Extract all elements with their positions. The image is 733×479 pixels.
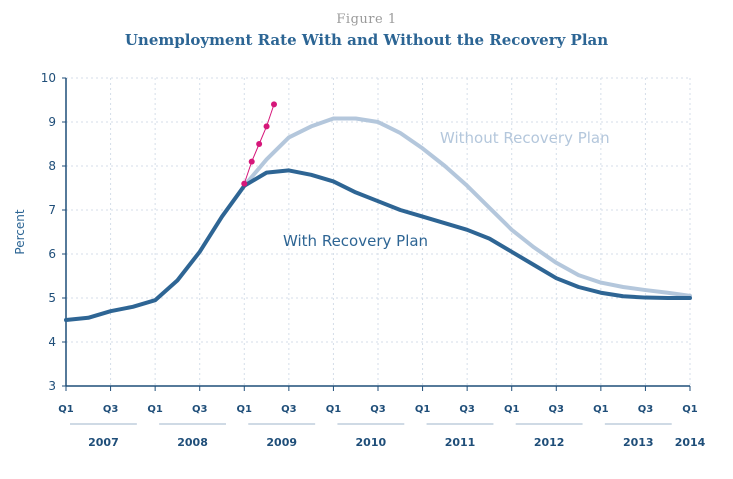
actual-data-point [271,101,277,108]
x-quarter-label: Q1 [326,404,342,415]
actual-data-point [248,158,255,165]
figure-label: Figure 1 [336,12,397,27]
x-quarter-label: Q1 [415,404,431,415]
x-year-label: 2008 [177,436,208,449]
series-label-without-recovery-plan: Without Recovery Plan [440,129,610,147]
actual-data-point [241,180,248,187]
y-tick-label: 7 [48,203,56,217]
x-quarter-label: Q3 [638,404,654,415]
y-tick-label: 3 [48,379,56,393]
x-quarter-label: Q3 [549,404,565,415]
x-quarter-label: Q1 [504,404,520,415]
x-year-label: 2013 [623,436,654,449]
y-tick-label: 10 [41,71,56,85]
y-tick-label: 4 [48,335,56,349]
chart-title: Unemployment Rate With and Without the R… [124,31,609,49]
y-tick-label: 9 [48,115,56,129]
x-year-label: 2012 [534,436,565,449]
actual-data-point [256,141,263,147]
x-quarter-label: Q3 [192,404,208,415]
y-axis-label: Percent [13,209,27,254]
x-year-label: 2007 [88,436,119,449]
x-quarter-label: Q3 [370,404,386,415]
y-tick-label: 5 [48,291,56,305]
y-tick-label: 8 [48,159,56,173]
x-year-label: 2014 [675,436,706,449]
x-quarter-label: Q1 [147,404,163,415]
x-quarter-label: Q1 [58,404,74,415]
x-quarter-label: Q1 [237,404,253,415]
x-year-label: 2010 [356,436,387,449]
y-tick-label: 6 [48,247,56,261]
x-quarter-label: Q3 [459,404,475,415]
x-quarter-label: Q3 [103,404,119,415]
chart-title-block: Figure 1 Unemployment Rate With and With… [0,12,733,49]
series-label-with-recovery-plan: With Recovery Plan [283,232,428,250]
x-year-label: 2011 [445,436,476,449]
x-quarter-label: Q1 [682,404,698,415]
x-year-label: 2009 [266,436,297,449]
x-quarter-label: Q1 [593,404,609,415]
series-without-recovery-plan [242,116,692,298]
series-with-recovery-plan [64,168,692,322]
x-quarter-label: Q3 [281,404,297,415]
actual-data-point [263,123,270,130]
